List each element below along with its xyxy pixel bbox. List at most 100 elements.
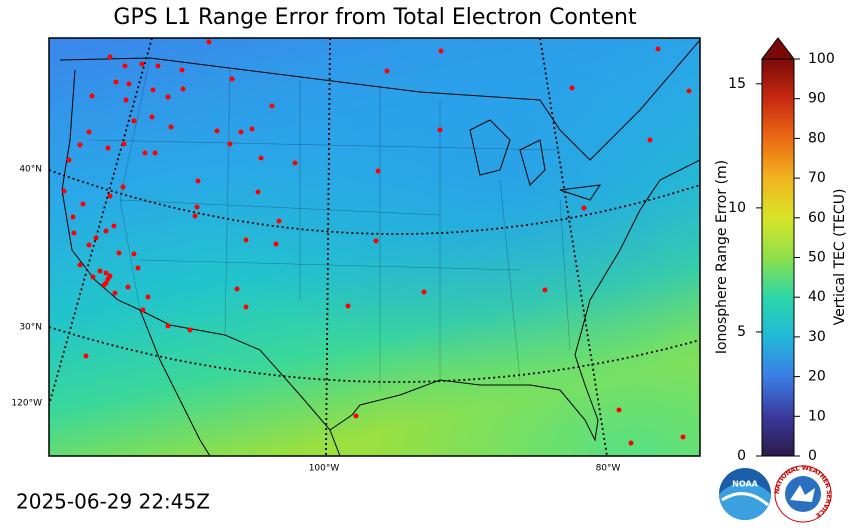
station: [83, 353, 89, 359]
station: [90, 274, 96, 280]
station: [194, 204, 200, 210]
station: [276, 218, 282, 224]
station: [107, 193, 113, 199]
station: [655, 46, 661, 52]
lat-label: 30°N: [19, 323, 42, 333]
lat-label: 40°N: [19, 165, 42, 175]
station: [353, 413, 359, 419]
station: [179, 67, 185, 73]
range-tick-label: 0: [737, 448, 746, 464]
station: [125, 284, 131, 290]
station: [345, 303, 351, 309]
station: [86, 242, 92, 248]
tec-tick-label: 80: [808, 130, 826, 146]
station: [258, 155, 264, 161]
tec-tick-label: 40: [808, 289, 826, 305]
station: [86, 129, 92, 135]
station: [542, 287, 548, 293]
map-frame: [48, 37, 701, 457]
station: [628, 440, 634, 446]
station: [243, 304, 249, 310]
station: [107, 54, 113, 60]
station: [384, 68, 390, 74]
station: [142, 150, 148, 156]
map-shade: [49, 38, 700, 456]
station: [103, 270, 109, 276]
nws-logo: NATIONAL WEATHER SERVICE: [773, 464, 833, 523]
graticule: [49, 38, 700, 456]
station: [249, 126, 255, 132]
station: [126, 81, 132, 87]
station: [101, 282, 107, 288]
range-tick-label: 10: [728, 200, 746, 216]
station: [61, 188, 67, 194]
coast: [139, 309, 341, 456]
lon-label: 120°W: [11, 399, 42, 409]
station: [105, 145, 111, 151]
station: [93, 235, 99, 241]
station: [273, 241, 279, 247]
station: [292, 160, 298, 166]
range-tick-label: 5: [737, 324, 746, 340]
station: [373, 238, 379, 244]
station: [111, 223, 117, 229]
state-lines: [89, 57, 571, 390]
tec-tick-label: 20: [808, 369, 826, 385]
station: [105, 276, 111, 282]
station: [121, 141, 127, 147]
station: [438, 48, 444, 54]
station: [206, 39, 212, 45]
station: [192, 213, 198, 219]
colorbar: Ionosphere Range Error (m) Vertical TEC …: [714, 37, 848, 464]
lakes: [469, 119, 602, 201]
station: [180, 86, 186, 92]
station: [243, 237, 249, 243]
station: [152, 150, 158, 156]
map-labels: 40°N 30°N 120°W 100°W 80°W: [11, 165, 620, 474]
station: [131, 118, 137, 124]
colorbar-body: [761, 58, 795, 457]
station: [168, 124, 174, 130]
station: [195, 178, 201, 184]
station: [647, 137, 653, 143]
station: [149, 114, 155, 120]
station: [375, 168, 381, 174]
tec-tick-label: 70: [808, 170, 826, 186]
station: [680, 434, 686, 440]
station: [569, 85, 575, 91]
station: [122, 63, 128, 69]
border: [49, 38, 700, 161]
logo-wave: [719, 482, 771, 520]
range-tick-label: 15: [728, 76, 746, 92]
lon-label: 80°W: [596, 464, 621, 474]
station: [89, 93, 95, 99]
lon-label: 100°W: [309, 464, 340, 474]
station: [165, 323, 171, 329]
station: [131, 251, 137, 257]
tec-tick-label: 100: [808, 51, 835, 67]
station: [145, 294, 151, 300]
station: [103, 228, 109, 234]
station: [269, 103, 275, 109]
colorbar-extend: [760, 37, 796, 60]
station: [77, 142, 83, 148]
logo-text: NOAA: [732, 480, 758, 489]
stations: [61, 39, 692, 446]
station: [70, 214, 76, 220]
range-axis-label: Ionosphere Range Error (m): [714, 160, 730, 354]
coastlines: [49, 38, 700, 456]
station: [71, 230, 77, 236]
station: [616, 407, 622, 413]
station: [123, 97, 129, 103]
station: [80, 201, 86, 207]
map: [49, 38, 700, 456]
timestamp: 2025-06-29 22:45Z: [16, 490, 210, 514]
station: [227, 141, 233, 147]
station: [581, 205, 587, 211]
station: [97, 268, 103, 274]
coast: [61, 69, 700, 442]
station: [686, 88, 692, 94]
station: [66, 157, 72, 163]
station: [234, 286, 240, 292]
